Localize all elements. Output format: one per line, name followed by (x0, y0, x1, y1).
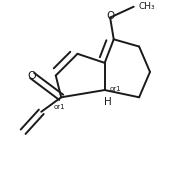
Text: H: H (105, 97, 112, 107)
Text: O: O (106, 11, 114, 21)
Text: or1: or1 (54, 104, 65, 110)
Text: O: O (27, 70, 36, 81)
Text: CH₃: CH₃ (138, 2, 155, 11)
Text: or1: or1 (109, 86, 121, 92)
